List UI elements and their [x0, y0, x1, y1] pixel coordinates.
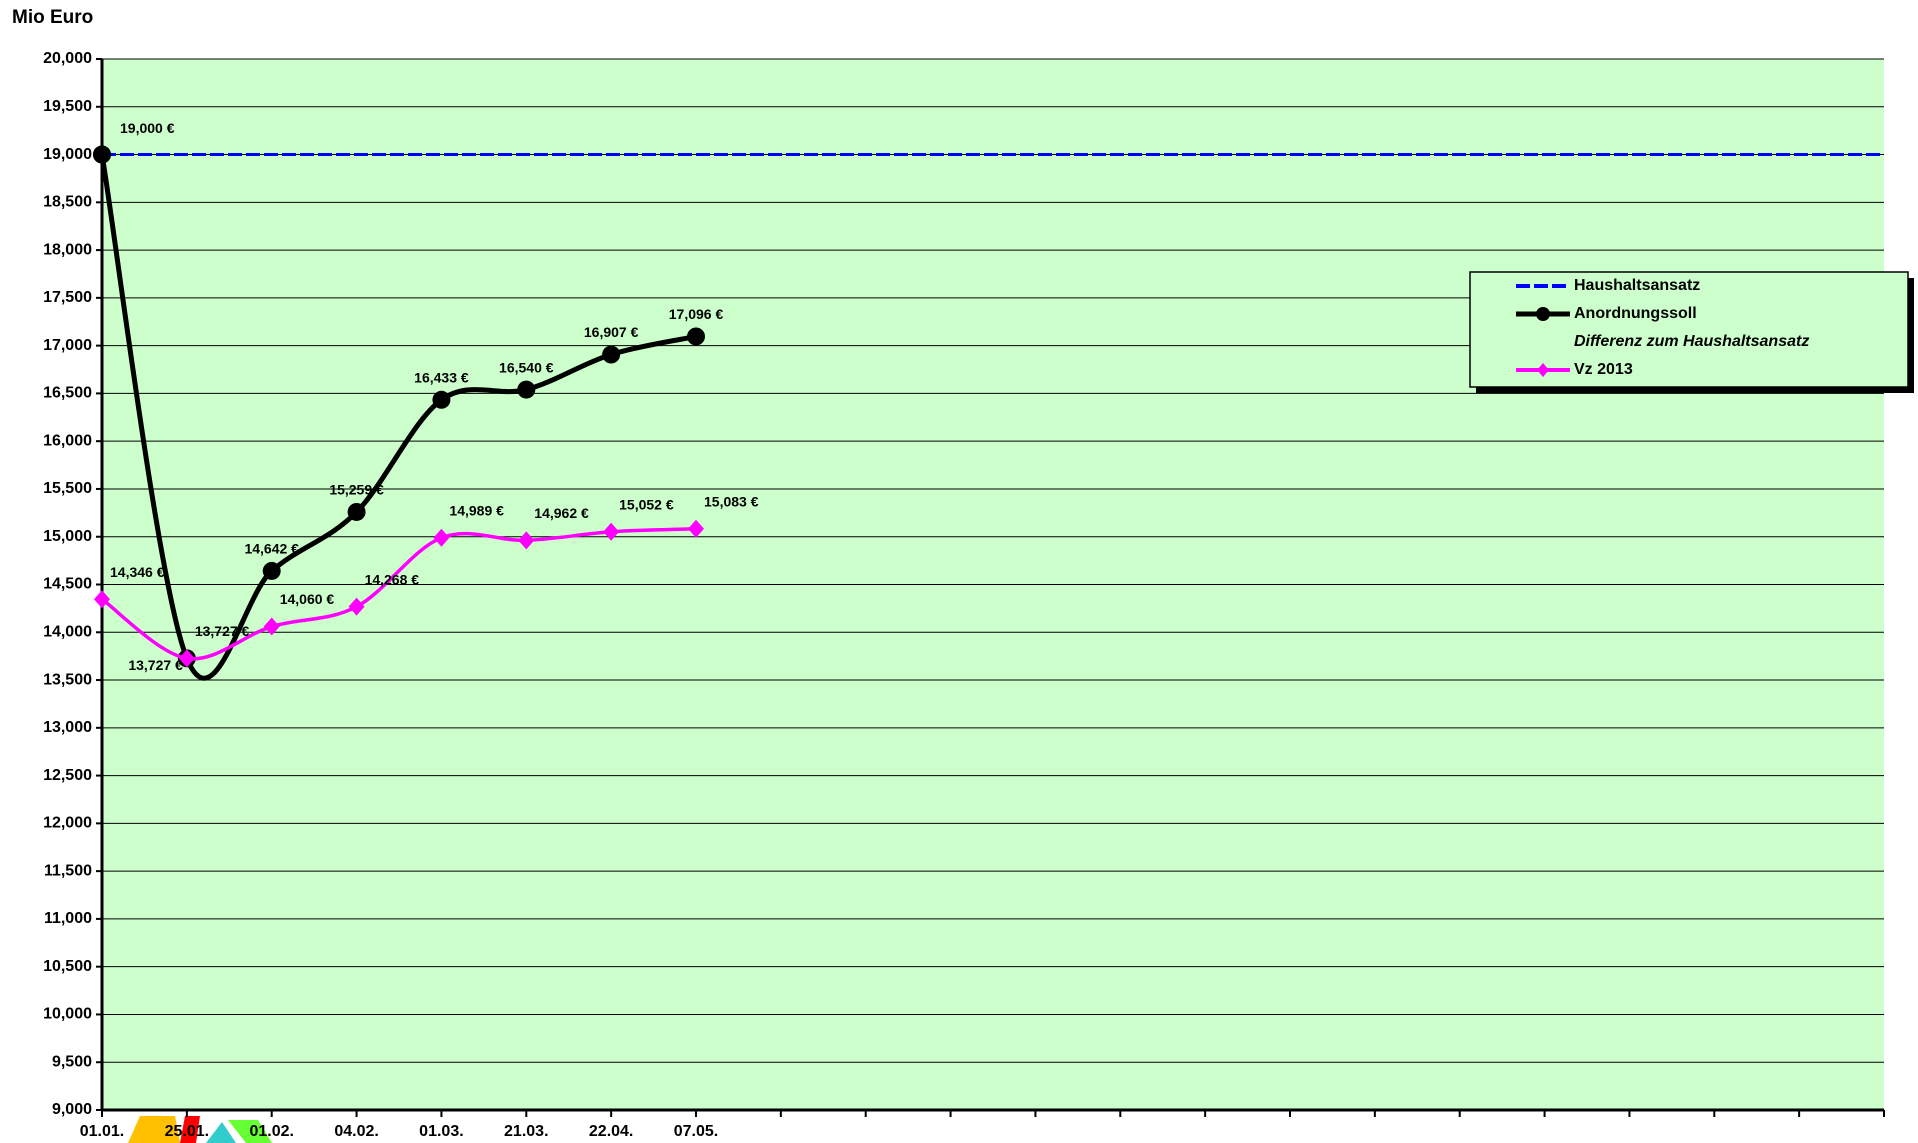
y-tick-label: 17,000	[43, 337, 92, 354]
y-tick-label: 9,500	[52, 1053, 92, 1070]
value-label: 19,000 €	[120, 120, 175, 136]
value-label: 14,989 €	[449, 502, 504, 518]
y-tick-label: 16,000	[43, 432, 92, 449]
x-tick-label: 21.03.	[504, 1123, 548, 1140]
y-tick-label: 11,000	[44, 910, 92, 927]
value-label: 15,052 €	[619, 496, 674, 512]
point	[348, 503, 366, 521]
y-tick-label: 18,500	[43, 194, 92, 211]
y-tick-label: 14,000	[43, 623, 92, 640]
value-label: 13,727 €	[195, 623, 250, 639]
value-label: 14,642 €	[244, 541, 299, 557]
y-tick-label: 12,500	[43, 767, 92, 784]
value-label: 14,962 €	[534, 505, 589, 521]
y-tick-label: 13,000	[43, 719, 92, 736]
legend-label: Anordnungssoll	[1574, 305, 1697, 322]
y-tick-label: 15,500	[43, 480, 92, 497]
value-label: 13,727 €	[128, 657, 183, 673]
axis-label: Mio Euro	[12, 7, 93, 28]
point	[517, 381, 535, 399]
legend-marker	[1536, 307, 1550, 321]
chart: Mio Euro 9,000 9,500 10,000 10,500 11,000 11,…	[0, 0, 1918, 1143]
value-label: 15,259 €	[329, 482, 384, 498]
value-label: 16,540 €	[499, 359, 554, 375]
legend-label: Differenz zum Haushaltsansatz	[1574, 333, 1809, 350]
value-label: 16,433 €	[414, 370, 469, 386]
y-tick-label: 14,500	[43, 576, 92, 593]
y-tick-label: 15,000	[43, 528, 92, 545]
y-tick-label: 10,500	[43, 958, 92, 975]
y-tick-label: 18,000	[43, 241, 92, 258]
y-tick-label: 12,000	[43, 815, 92, 832]
y-tick-label: 19,500	[43, 98, 92, 115]
value-label: 14,268 €	[365, 571, 420, 587]
y-tick-label: 11,500	[44, 862, 92, 879]
x-tick-label: 01.02.	[249, 1123, 293, 1140]
value-label: 14,060 €	[280, 591, 335, 607]
x-tick-label: 01.01.	[80, 1123, 124, 1140]
value-label: 16,907 €	[584, 324, 639, 340]
y-tick-label: 10,000	[43, 1006, 92, 1023]
legend-label: Vz 2013	[1574, 361, 1633, 378]
y-tick-label: 20,000	[43, 50, 92, 67]
point	[432, 391, 450, 409]
y-tick-label: 17,500	[43, 289, 92, 306]
x-tick-label: 22.04.	[589, 1123, 633, 1140]
value-label: 14,346 €	[110, 564, 165, 580]
x-tick-label: 01.03.	[419, 1123, 463, 1140]
decoration	[206, 1122, 236, 1143]
point	[602, 346, 620, 364]
y-tick-label: 16,500	[43, 385, 92, 402]
y-tick-label: 13,500	[43, 671, 92, 688]
point	[687, 327, 705, 345]
legend-label: Haushaltsansatz	[1574, 277, 1700, 294]
y-tick-label: 9,000	[52, 1101, 92, 1118]
y-tick-label: 19,000	[43, 146, 92, 163]
x-tick-label: 25.01.	[165, 1123, 209, 1140]
x-tick-label: 04.02.	[334, 1123, 378, 1140]
point	[263, 562, 281, 580]
value-label: 17,096 €	[669, 306, 724, 322]
x-tick-label: 07.05.	[674, 1123, 718, 1140]
value-label: 15,083 €	[704, 494, 759, 510]
point	[93, 146, 111, 164]
